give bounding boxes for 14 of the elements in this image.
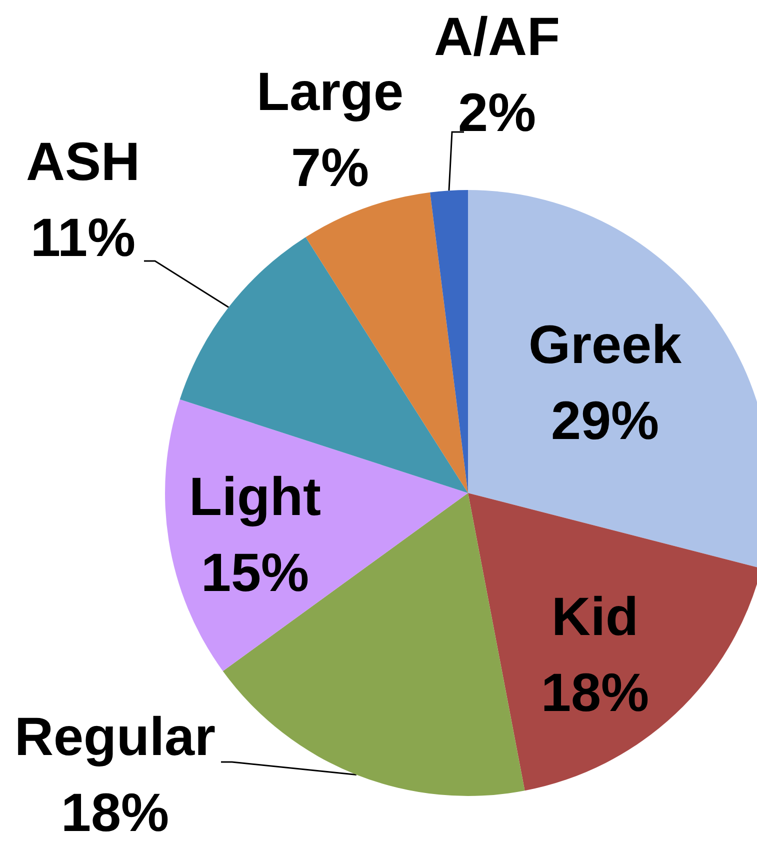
data-label: 7%	[290, 138, 370, 198]
slice-label: Light	[189, 467, 321, 527]
data-label: 18%	[60, 783, 170, 843]
slice-label: Regular	[14, 707, 216, 767]
data-label: 15%	[200, 543, 310, 603]
data-label: 2%	[458, 83, 536, 143]
slice-label: A/AF	[434, 7, 560, 67]
data-label: 29%	[550, 391, 660, 451]
data-label: 18%	[540, 663, 650, 723]
slice-label: ASH	[26, 132, 140, 192]
data-label: 11%	[30, 208, 136, 268]
slice-label: Kid	[552, 587, 638, 647]
slice-label: Greek	[528, 315, 683, 375]
slice-label: Large	[256, 62, 404, 122]
